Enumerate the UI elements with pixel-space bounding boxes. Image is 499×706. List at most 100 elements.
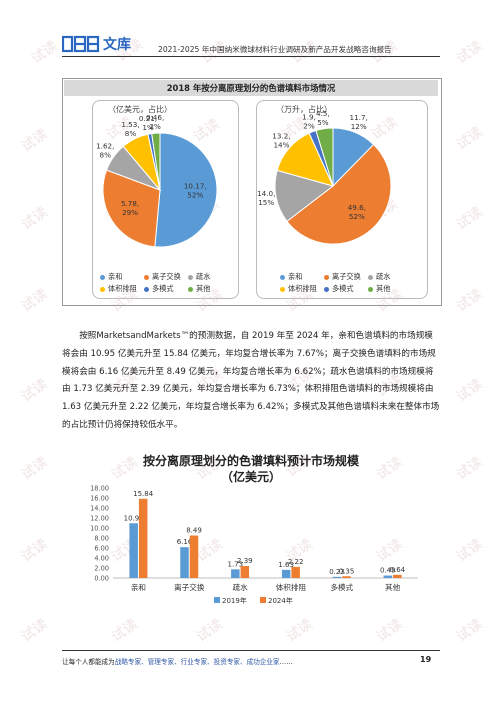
y-tick-label: 14.00	[90, 505, 109, 513]
left-pie-label-1: 5.78, 29%	[121, 199, 139, 217]
left-pie-panel	[92, 100, 239, 299]
y-tick-label: 8.00	[94, 535, 109, 543]
right-legend-label: 离子交换	[332, 272, 361, 281]
right-legend-item: 其他	[368, 284, 390, 294]
figure-frame	[62, 78, 442, 306]
right-pie-label-5: 4.5, 5%	[316, 109, 330, 127]
left-pie-label-0: 10.17, 52%	[184, 182, 207, 200]
bar-data-label: 2.22	[288, 558, 304, 566]
right-pie-label-1: 49.6, 52%	[348, 203, 366, 221]
logo-text: 文库	[103, 37, 131, 53]
right-legend-marker	[324, 286, 329, 292]
left-legend-marker	[144, 274, 149, 280]
bar-2019-0	[129, 523, 138, 578]
page-number: 19	[420, 655, 432, 664]
body-paragraph-text: 按照MarketsandMarkets™的预测数据，自 2019 年至 2024…	[62, 331, 440, 430]
bar-2019-3	[281, 569, 291, 578]
y-tick-label: 2.00	[94, 565, 109, 573]
bar-2019-4	[332, 576, 342, 578]
left-pie-label-5: 0.46, 2%	[146, 113, 164, 131]
bar-2024-4	[342, 576, 351, 578]
bar-data-label: 6.16	[177, 538, 193, 546]
right-pie-slice-1	[286, 143, 392, 245]
right-legend-marker	[368, 274, 373, 280]
header-logo: 文库	[62, 34, 131, 54]
right-legend-item: 多模式	[324, 284, 354, 294]
right-pie-slice-5	[315, 127, 334, 187]
bar-chart-title: 按分离原理划分的色谱填料预计市场规模	[142, 454, 359, 468]
left-legend-marker	[188, 286, 193, 292]
right-legend-item: 体积排阻	[280, 284, 317, 294]
footer-highlight: 战略专家、管理专家、行业专家、投资专家、成功企业家	[114, 658, 280, 666]
bar-data-label: 10.95	[124, 514, 144, 522]
left-legend-label: 亲和	[108, 272, 123, 281]
x-category-label: 亲和	[131, 582, 146, 592]
bar-data-label: 1.63	[278, 561, 294, 569]
x-category-label: 多模式	[330, 582, 353, 592]
left-legend-item: 体积排阻	[100, 284, 137, 294]
body-paragraph: 按照MarketsandMarkets™的预测数据，自 2019 年至 2024…	[62, 328, 440, 435]
x-category-label: 疏水	[232, 582, 248, 592]
logo-icon	[62, 35, 100, 53]
bar-2024-5	[393, 574, 402, 578]
bar-2019-1	[180, 547, 189, 578]
footer-slogan: 让每个人都能成为战略专家、管理专家、行业专家、投资专家、成功企业家……	[62, 656, 293, 666]
right-pie-panel	[256, 100, 428, 299]
right-legend-marker	[324, 274, 329, 280]
x-category-label: 其他	[385, 582, 401, 592]
y-tick-label: 16.00	[90, 495, 109, 503]
bar-legend-label: 2024年	[268, 596, 293, 605]
left-pie-label-3: 1.53, 8%	[121, 120, 139, 138]
left-legend-marker	[100, 286, 105, 292]
left-legend-marker	[144, 286, 149, 292]
right-legend-marker	[280, 286, 285, 292]
left-legend-label: 疏水	[196, 272, 211, 281]
right-legend-label: 多模式	[332, 284, 354, 293]
bar-2024-1	[189, 535, 199, 578]
bar-data-label: 0.64	[390, 566, 406, 574]
bar-legend-label: 2019年	[222, 596, 247, 605]
bar-data-label: 8.49	[186, 527, 202, 535]
bar-2019-2	[231, 569, 240, 578]
bar-data-label: 0.49	[380, 567, 396, 575]
left-legend-item: 多模式	[144, 284, 174, 294]
left-legend-item: 亲和	[100, 272, 122, 282]
right-pie-label-3: 13.2, 14%	[272, 132, 290, 150]
bar-data-label: 0.35	[339, 567, 355, 575]
y-tick-label: 10.00	[90, 525, 109, 533]
y-tick-label: 0.00	[94, 575, 109, 583]
left-pie-slice-1	[102, 169, 161, 248]
left-pie-slice-5	[151, 132, 161, 191]
right-legend-label: 其他	[376, 284, 391, 293]
figure-title: 2018 年按分离原理划分的色谱填料市场情况	[166, 83, 336, 93]
footer-rule	[62, 650, 440, 651]
right-legend-item: 疏水	[368, 272, 390, 282]
left-pie-unit: （亿美元，占比）	[108, 105, 172, 114]
left-legend-label: 其他	[196, 284, 211, 293]
right-legend-item: 离子交换	[324, 272, 361, 282]
right-pie-label-0: 11.7, 12%	[350, 113, 368, 131]
right-pie-unit: （万升，占比）	[276, 105, 332, 114]
left-pie-label-4: 0.21, 1%	[139, 114, 157, 132]
footer-suffix: ……	[279, 658, 293, 666]
left-legend-label: 多模式	[152, 284, 174, 293]
left-pie-slice-0	[154, 132, 218, 248]
right-legend-label: 疏水	[376, 272, 391, 281]
left-legend-item: 其他	[188, 284, 210, 294]
left-legend-marker	[188, 274, 193, 280]
x-category-label: 体积排阻	[276, 582, 307, 592]
y-tick-label: 18.00	[90, 485, 109, 493]
right-pie-label-4: 1.9, 2%	[302, 112, 316, 130]
bar-chart-subtitle: （亿美元）	[220, 470, 281, 484]
header-rule	[62, 56, 440, 57]
bar-data-label: 1.73	[228, 560, 244, 568]
right-legend-marker	[368, 286, 373, 292]
left-legend-item: 离子交换	[144, 272, 181, 282]
bar-legend-swatch	[260, 597, 266, 603]
right-legend-item: 亲和	[280, 272, 302, 282]
bar-2019-5	[383, 575, 393, 578]
bar-2024-3	[291, 566, 300, 578]
bar-data-label: 15.84	[133, 490, 154, 498]
